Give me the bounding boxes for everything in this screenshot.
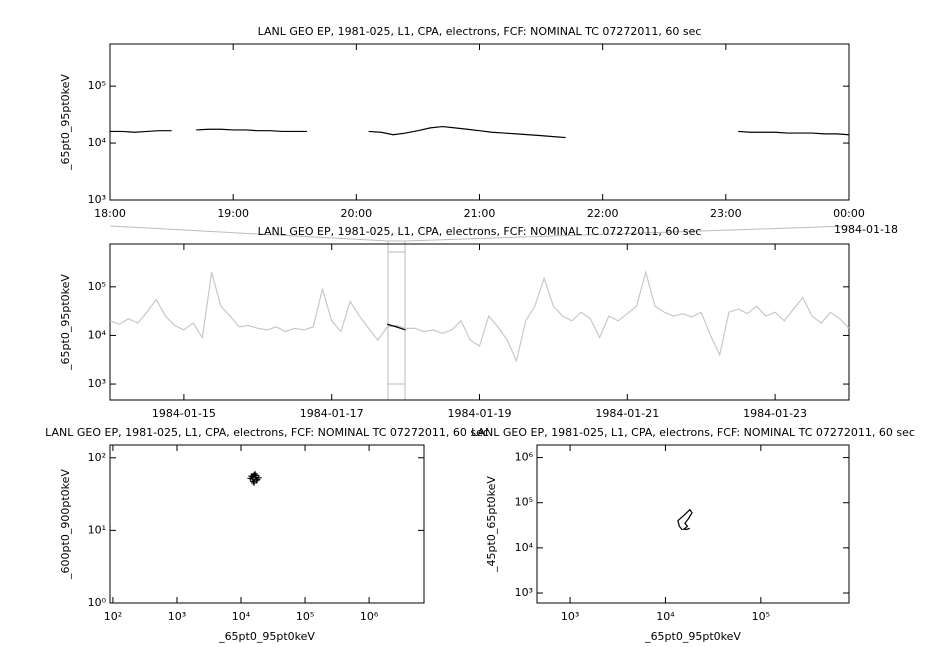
y-axis-label: _65pt0_95pt0keV bbox=[59, 74, 72, 171]
y-tick-label: 10² bbox=[88, 451, 106, 464]
x-tick-label: 00:00 bbox=[833, 207, 865, 220]
x-tick-label: 1984-01-19 bbox=[448, 407, 512, 420]
x-tick-label: 1984-01-15 bbox=[152, 407, 216, 420]
y-axis-label: _600pt0_900pt0keV bbox=[59, 469, 72, 580]
data-line bbox=[109, 269, 850, 363]
x-axis-label: _65pt0_95pt0keV bbox=[644, 630, 741, 643]
y-tick-label: 10⁴ bbox=[88, 136, 107, 149]
y-tick-label: 10⁵ bbox=[88, 79, 106, 92]
y-tick-label: 10⁵ bbox=[515, 496, 533, 509]
x-tick-label: 1984-01-17 bbox=[300, 407, 364, 420]
x-tick-label: 10⁶ bbox=[360, 610, 379, 623]
y-tick-label: 10³ bbox=[88, 193, 106, 206]
data-line bbox=[110, 125, 850, 139]
x-tick-label: 10⁴ bbox=[656, 610, 675, 623]
x-tick-label: 18:00 bbox=[94, 207, 126, 220]
zoom-line bbox=[109, 225, 389, 242]
plot-frame bbox=[536, 444, 850, 604]
x-tick-label: 20:00 bbox=[340, 207, 372, 220]
x-tick-label: 21:00 bbox=[464, 207, 496, 220]
plot-frame bbox=[109, 243, 850, 401]
chart-title: LANL GEO EP, 1981-025, L1, CPA, electron… bbox=[258, 25, 702, 38]
x-tick-label: 10³ bbox=[561, 610, 579, 623]
data-line bbox=[386, 323, 406, 331]
data-point bbox=[249, 476, 256, 483]
chart-title: LANL GEO EP, 1981-025, L1, CPA, electron… bbox=[45, 426, 489, 439]
x-tick-label: 1984-01-23 bbox=[743, 407, 807, 420]
x-tick-label: 10² bbox=[104, 610, 122, 623]
zoom-indicator bbox=[109, 225, 850, 401]
data-point bbox=[252, 472, 259, 479]
y-tick-label: 10¹ bbox=[88, 523, 106, 536]
y-tick-label: 10⁰ bbox=[88, 596, 107, 609]
data-point bbox=[250, 478, 257, 485]
x-tick-label: 10⁵ bbox=[296, 610, 314, 623]
x-tick-label: 10⁴ bbox=[232, 610, 251, 623]
data-point bbox=[255, 474, 262, 481]
chart-title: LANL GEO EP, 1981-025, L1, CPA, electron… bbox=[258, 225, 702, 238]
y-tick-label: 10³ bbox=[88, 377, 106, 390]
x-tick-label: 10⁵ bbox=[752, 610, 770, 623]
plot-frame bbox=[109, 43, 850, 201]
y-axis-label: _45pt0_65pt0keV bbox=[485, 476, 498, 573]
y-tick-label: 10³ bbox=[515, 586, 533, 599]
y-tick-label: 10⁴ bbox=[515, 541, 534, 554]
y-tick-label: 10⁶ bbox=[515, 451, 534, 464]
x-tick-label: 23:00 bbox=[710, 207, 742, 220]
data-line bbox=[677, 508, 693, 531]
x-tick-label: 19:00 bbox=[217, 207, 249, 220]
y-axis-label: _65pt0_95pt0keV bbox=[59, 274, 72, 371]
plot-frame bbox=[109, 444, 425, 604]
x-tick-label: 1984-01-21 bbox=[595, 407, 659, 420]
chart-title: LANL GEO EP, 1981-025, L1, CPA, electron… bbox=[471, 426, 915, 439]
data-point bbox=[251, 479, 258, 486]
x-tick-label: 22:00 bbox=[587, 207, 619, 220]
y-tick-label: 10⁴ bbox=[88, 328, 107, 341]
x-axis-label: _65pt0_95pt0keV bbox=[218, 630, 315, 643]
y-tick-label: 10⁵ bbox=[88, 280, 106, 293]
x-tick-label: 10³ bbox=[168, 610, 186, 623]
data-point bbox=[248, 473, 255, 480]
zoom-box bbox=[387, 240, 406, 401]
annotation: 1984-01-18 bbox=[834, 223, 898, 236]
zoom-line bbox=[404, 225, 850, 242]
